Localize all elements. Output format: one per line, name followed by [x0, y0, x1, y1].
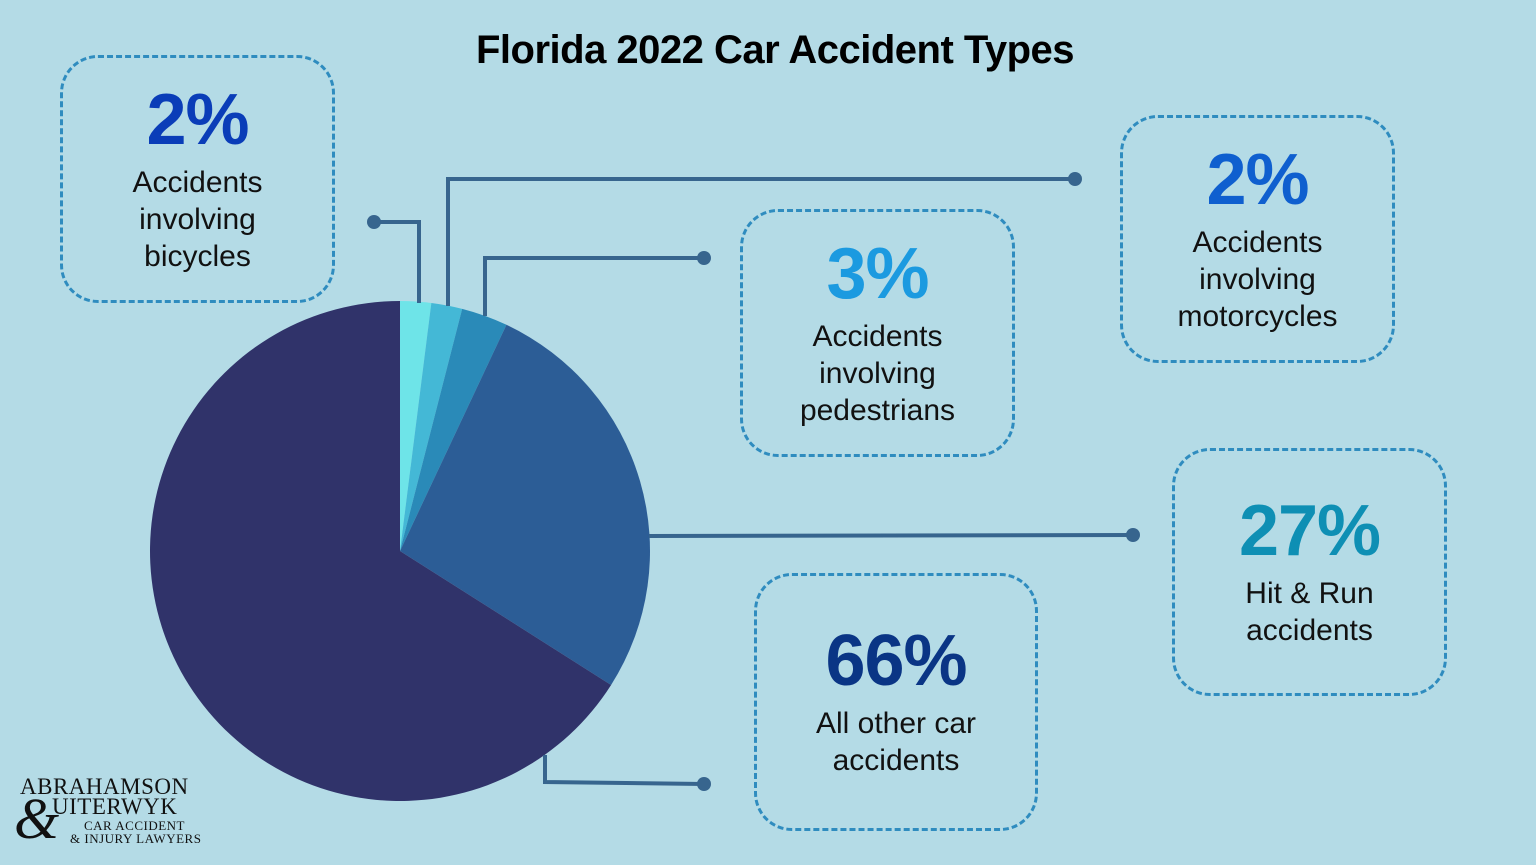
pie-slice [400, 324, 650, 685]
pct-motorcycles: 2% [1206, 139, 1309, 220]
callout-bicycles: 2% Accidents involving bicycles [60, 55, 335, 303]
connector-lines [374, 177, 1134, 786]
dot-hitrun [1126, 528, 1140, 542]
dot-pedestrians [697, 251, 711, 265]
callout-other: 66% All other car accidents [754, 573, 1038, 831]
label-bicycles: Accidents involving bicycles [132, 165, 263, 273]
dot-other [697, 777, 711, 791]
label-motorcycles: Accidents involving motorcycles [1177, 225, 1338, 333]
pct-pedestrians: 3% [826, 233, 929, 314]
pct-other: 66% [825, 621, 967, 701]
callout-pedestrians: 3% Accidents involving pedestrians [740, 209, 1015, 457]
ampersand-glyph: & [14, 786, 60, 851]
connector-bicycles [374, 220, 421, 303]
pct-bicycles: 2% [146, 79, 249, 160]
pie-slice [400, 301, 432, 551]
connector-motorcycles [446, 177, 1075, 306]
connector-other [543, 755, 705, 786]
pie-slice [400, 308, 507, 551]
label-pedestrians: Accidents involving pedestrians [799, 319, 956, 427]
connector-dots [367, 172, 1140, 791]
pie-slices [150, 301, 650, 802]
dot-motorcycles [1068, 172, 1082, 186]
callout-hitrun: 27% Hit & Run accidents [1172, 448, 1447, 696]
label-other: All other car accidents [815, 707, 977, 777]
pct-hitrun: 27% [1238, 491, 1381, 571]
connector-hitrun [648, 533, 1134, 538]
callout-motorcycles: 2% Accidents involving motorcycles [1120, 115, 1395, 363]
pie-slice [150, 301, 612, 802]
pie-slice [400, 302, 463, 551]
dot-bicycles [367, 215, 381, 229]
chart-title: Florida 2022 Car Accident Types [475, 28, 1075, 72]
label-hitrun: Hit & Run accidents [1245, 577, 1374, 647]
connector-pedestrians [483, 256, 704, 316]
law-firm-logo: ABRAHAMSON & UITERWYK CAR ACCIDENT & INJ… [14, 774, 202, 851]
